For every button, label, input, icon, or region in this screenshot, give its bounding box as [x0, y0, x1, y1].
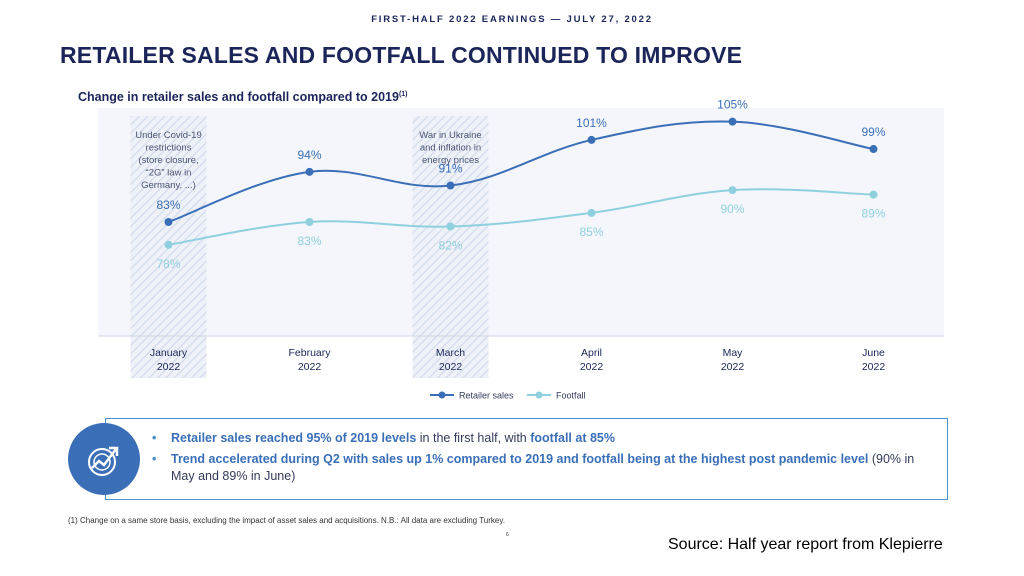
footnote-marker: (1): [398, 90, 408, 98]
chart-subtitle-text: Change in retailer sales and footfall co…: [78, 90, 399, 104]
source-caption: Source: Half year report from Klepierre: [668, 536, 943, 553]
x-tick-label-1-1: 2022: [298, 361, 322, 373]
growth-arrow-glyph: [88, 446, 119, 476]
data-label-1-5: 89%: [861, 207, 885, 221]
annotation-band-1: [412, 116, 489, 378]
legend-swatch-dot-0: [438, 391, 446, 399]
data-point-0-2: [446, 181, 455, 190]
annotation-text-0-2: (store closure,: [138, 155, 198, 166]
x-tick-label-4-1: 2022: [721, 361, 745, 373]
x-tick-label-2-1: 2022: [439, 361, 463, 373]
growth-arrow-chart-icon: [68, 423, 140, 495]
takeaway-text: footfall at 85%: [530, 431, 615, 445]
data-point-1-2: [446, 222, 455, 231]
x-tick-label-0-1: 2022: [157, 361, 181, 373]
annotation-text-0-1: restrictions: [146, 143, 192, 154]
data-point-1-3: [587, 208, 596, 217]
legend-label-0: Retailer sales: [459, 391, 514, 401]
x-tick-label-3-0: April: [581, 347, 602, 359]
x-tick-label-5-0: June: [862, 347, 885, 359]
x-tick-label-1-0: February: [288, 347, 331, 359]
data-point-0-3: [587, 135, 596, 144]
data-point-1-1: [305, 218, 314, 226]
data-point-1-0: [164, 240, 173, 249]
data-label-1-1: 83%: [297, 234, 321, 248]
x-tick-label-0-0: January: [150, 347, 188, 359]
data-label-0-5: 99%: [861, 125, 885, 139]
bullet-marker: •: [152, 452, 157, 466]
takeaway-text: in the first half, with: [416, 431, 531, 445]
legend-swatch-dot-1: [535, 391, 543, 399]
data-label-1-2: 82%: [438, 239, 462, 253]
bullet-marker: •: [152, 431, 157, 445]
page-title: RETAILER SALES AND FOOTFALL CONTINUED TO…: [60, 42, 743, 68]
x-tick-label-3-1: 2022: [580, 361, 604, 373]
annotation-text-1-0: War in Ukraine: [419, 130, 481, 141]
key-takeaways-box: [105, 418, 948, 500]
annotation-text-0-3: “2G” law in: [146, 168, 192, 179]
annotation-text-0-4: Germany, ...): [141, 180, 196, 191]
data-label-0-1: 94%: [297, 148, 321, 162]
annotation-text-1-2: energy prices: [422, 155, 479, 166]
data-label-0-3: 101%: [576, 116, 607, 130]
header-kicker: FIRST-HALF 2022 EARNINGS — JULY 27, 2022: [371, 14, 653, 25]
x-tick-label-4-0: May: [723, 347, 744, 359]
takeaway-list: • Retailer sales reached 95% of 2019 leve…: [152, 430, 922, 489]
data-label-0-0: 83%: [156, 198, 180, 212]
data-point-1-5: [869, 190, 878, 199]
data-point-0-0: [164, 218, 173, 226]
annotation-text-0-0: Under Covid-19: [135, 130, 202, 141]
x-tick-label-5-1: 2022: [862, 361, 886, 373]
data-point-0-1: [305, 167, 314, 176]
data-label-1-3: 85%: [579, 225, 603, 239]
data-label-1-4: 90%: [720, 202, 744, 216]
series-line-0: [168, 120, 874, 223]
data-point-0-5: [869, 145, 878, 154]
page-number: 6: [506, 532, 509, 538]
series-line-1: [168, 188, 874, 246]
takeaway-item: • Retailer sales reached 95% of 2019 leve…: [152, 430, 922, 447]
annotation-text-1-1: and inflation in: [420, 143, 481, 154]
line-chart: Under Covid-19 restrictions(store closure…: [98, 98, 944, 401]
takeaway-text: (90% in May and 89% in June): [171, 452, 915, 483]
data-label-0-4: 105%: [717, 98, 748, 112]
takeaway-item: • Trend accelerated during Q2 with sales …: [152, 451, 922, 485]
chart-subtitle: Change in retailer sales and footfall co…: [78, 90, 408, 104]
takeaway-text: Retailer sales reached 95% of 2019 level…: [171, 431, 417, 445]
x-tick-label-2-0: March: [436, 347, 465, 359]
data-label-1-0: 78%: [156, 257, 180, 271]
data-label-0-2: 91%: [438, 162, 462, 176]
data-point-0-4: [728, 117, 737, 126]
takeaway-text: Trend accelerated during Q2 with sales u…: [171, 452, 869, 466]
data-point-1-4: [728, 186, 737, 195]
footnote: (1) Change on a same store basis, exclud…: [68, 516, 505, 525]
legend-label-1: Footfall: [556, 391, 586, 401]
